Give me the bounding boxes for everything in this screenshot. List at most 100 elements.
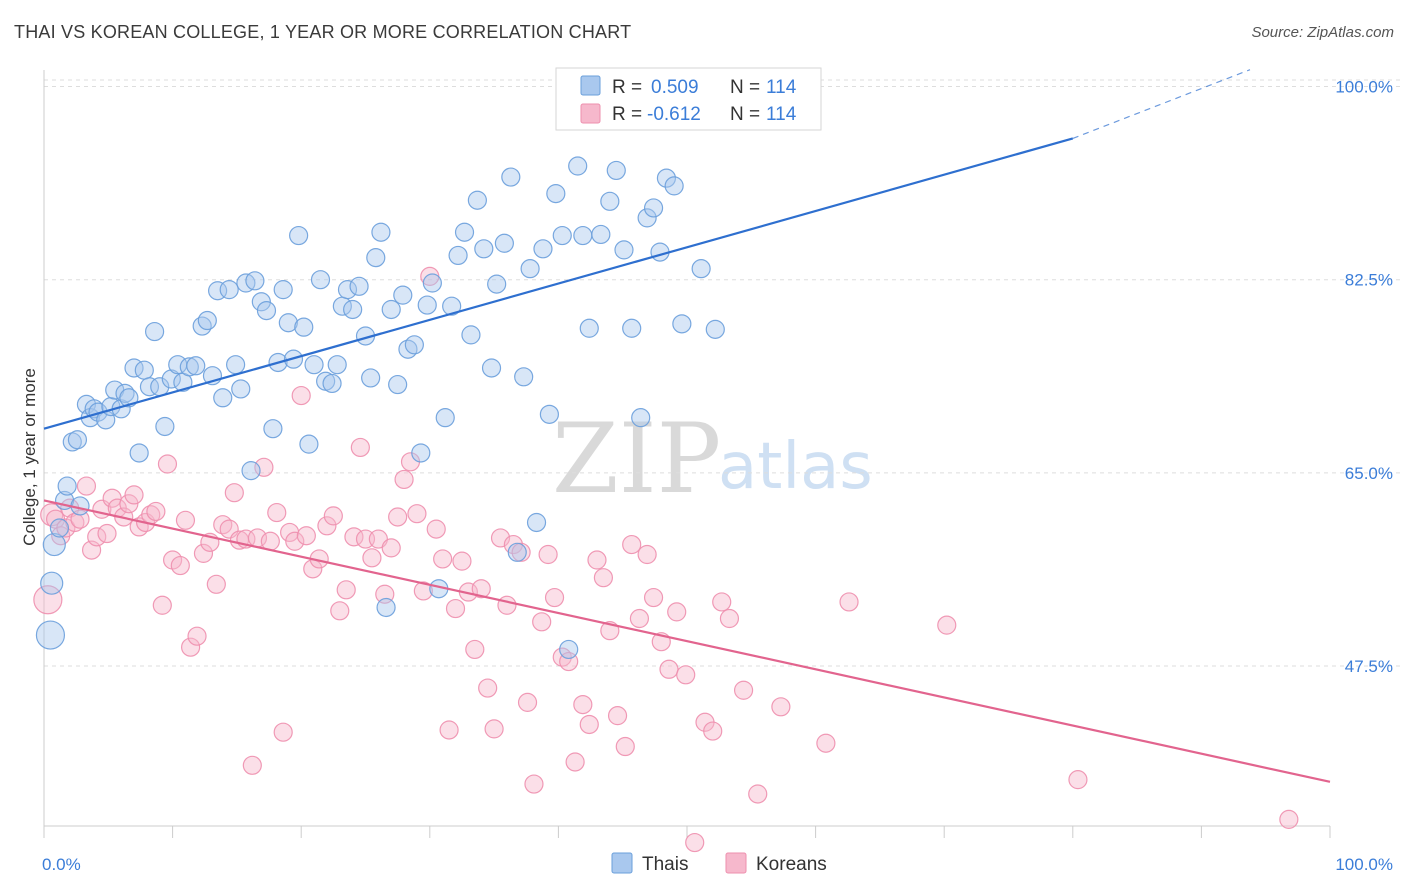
- thai-point-78: [454, 222, 475, 242]
- thai-point-94: [559, 639, 579, 660]
- thai-point-91: [539, 404, 559, 424]
- korean-point-106: [712, 592, 732, 612]
- x-tick-label-1: 100.0%: [1335, 855, 1393, 874]
- thai-point-97: [579, 318, 599, 338]
- thai-point-73: [422, 273, 442, 293]
- thai-point-90: [533, 239, 553, 259]
- watermark: ZIP atlas: [552, 403, 873, 515]
- thai-point-63: [366, 248, 386, 268]
- thai-point-0: [35, 620, 66, 650]
- korean-point-53: [344, 527, 364, 547]
- thai-point-51: [299, 434, 319, 454]
- thai-point-105: [643, 198, 664, 218]
- thai-point-107: [656, 168, 677, 188]
- thai-point-44: [263, 419, 283, 439]
- x-tick-labels: 0.0% 100.0%: [42, 855, 1393, 874]
- korean-point-111: [816, 733, 836, 753]
- korean-point-93: [607, 706, 628, 726]
- thai-point-81: [474, 239, 494, 259]
- korean-point-94: [615, 736, 635, 757]
- korean-point-88: [573, 694, 593, 715]
- legend-swatch-thai: [580, 75, 601, 96]
- korean-point-70: [452, 551, 472, 571]
- thai-point-5: [57, 476, 77, 496]
- thai-point-43: [256, 300, 277, 321]
- legend-n-label-korean: N =: [730, 104, 760, 125]
- korean-trend-line: [43, 499, 1331, 783]
- korean-point-64: [413, 581, 433, 601]
- legend-n-thai: 114: [766, 77, 797, 98]
- thai-point-22: [139, 377, 160, 397]
- korean-point-45: [291, 385, 311, 406]
- thai-point-49: [289, 225, 309, 246]
- thai-point-1: [40, 571, 64, 595]
- thai-point-110: [691, 259, 711, 279]
- korean-point-97: [637, 544, 657, 565]
- thai-point-80: [467, 190, 487, 210]
- thai-point-3: [49, 518, 70, 538]
- thai-point-68: [393, 285, 413, 305]
- x-tick-label-0: 0.0%: [42, 855, 81, 874]
- korean-point-52: [336, 580, 356, 600]
- thai-point-82: [481, 358, 502, 378]
- legend-n-label-thai: N =: [730, 77, 760, 98]
- korean-point-83: [538, 544, 558, 565]
- thai-point-53: [310, 270, 331, 290]
- korean-point-4: [56, 518, 76, 538]
- grid: [44, 79, 1400, 667]
- thai-point-76: [442, 296, 462, 316]
- legend-r-thai: 0.509: [651, 77, 699, 98]
- legend-r-korean: -0.612: [647, 104, 701, 125]
- korean-point-46: [296, 526, 316, 546]
- korean-point-12: [97, 523, 117, 544]
- thai-point-21: [134, 360, 154, 380]
- korean-point-25: [170, 555, 190, 576]
- thai-point-95: [568, 156, 588, 176]
- thai-point-99: [600, 191, 620, 211]
- thai-point-96: [573, 225, 593, 246]
- korean-point-27: [181, 637, 201, 657]
- korean-point-41: [267, 502, 287, 523]
- thai-point-20: [129, 443, 149, 463]
- axes: [43, 70, 1331, 838]
- thai-point-52: [304, 355, 324, 375]
- series-legend: Thais Koreans: [611, 852, 827, 875]
- korean-point-67: [433, 549, 453, 569]
- thai-point-2: [42, 532, 66, 557]
- korean-point-72: [465, 639, 485, 660]
- korean-point-22: [152, 595, 172, 615]
- korean-point-73: [471, 579, 491, 599]
- korean-point-49: [317, 516, 337, 536]
- thai-point-41: [245, 271, 265, 291]
- thai-points: [35, 156, 725, 660]
- korean-point-56: [362, 548, 382, 568]
- thai-point-89: [526, 512, 547, 533]
- correlation-legend: R = 0.509 N = 114 R = -0.612 N = 114: [555, 67, 822, 131]
- korean-point-42: [273, 722, 293, 742]
- thai-point-108: [664, 176, 684, 196]
- korean-point-103: [685, 832, 705, 853]
- korean-point-80: [517, 692, 538, 712]
- korean-point-84: [544, 587, 565, 608]
- korean-point-60: [388, 507, 408, 527]
- thai-point-31: [192, 316, 212, 336]
- korean-point-109: [748, 784, 768, 804]
- korean-point-74: [478, 678, 498, 698]
- thai-point-7: [67, 430, 88, 450]
- korean-point-90: [587, 550, 607, 570]
- korean-point-68: [439, 720, 459, 740]
- thai-point-56: [327, 355, 347, 375]
- thai-point-40: [241, 461, 261, 481]
- thai-point-26: [161, 369, 181, 389]
- thai-point-50: [294, 317, 314, 337]
- korean-point-115: [1279, 809, 1299, 829]
- thai-point-85: [501, 167, 521, 187]
- y-tick-label-1: 65.0%: [1345, 464, 1393, 483]
- thai-trend-line: [43, 137, 1074, 430]
- korean-point-114: [1068, 770, 1088, 790]
- source-credit: Source: ZipAtlas.com: [1251, 24, 1394, 41]
- bottom-legend-swatch-korean: [725, 852, 747, 874]
- korean-point-105: [703, 721, 723, 741]
- korean-point-102: [676, 665, 696, 685]
